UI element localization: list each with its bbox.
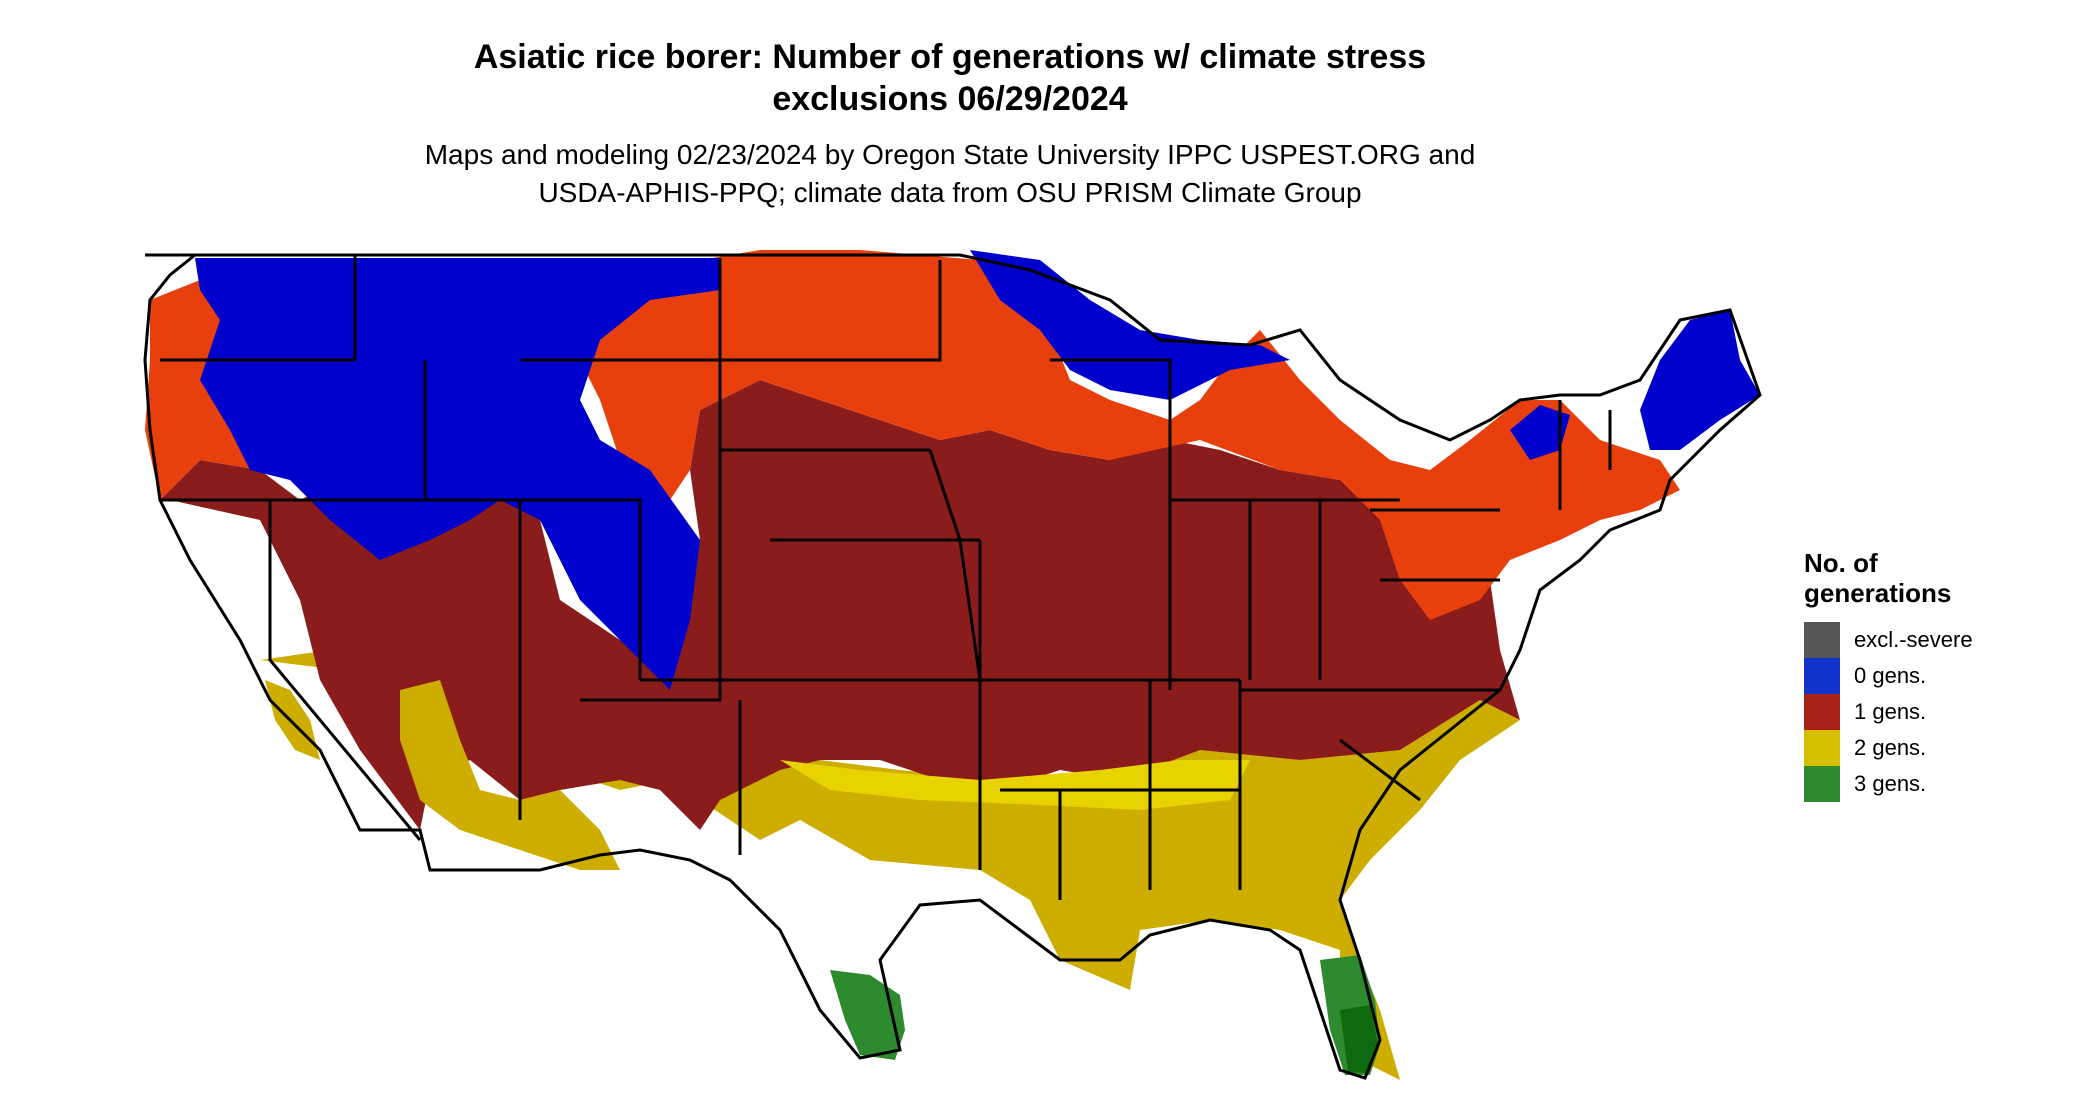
region-three-gens-florida-dark — [1340, 1005, 1378, 1073]
legend-item-0-gens: 0 gens. — [1804, 658, 2064, 694]
legend-label: excl.-severe — [1854, 627, 1973, 652]
legend-title-line-2: generations — [1804, 578, 1952, 608]
legend-swatch — [1804, 622, 1840, 658]
us-outline — [143, 253, 1762, 1080]
legend-list: excl.-severe 0 gens. 1 gens. 2 gens. 3 g… — [1804, 622, 2064, 802]
legend-label: 1 gens. — [1854, 699, 1927, 724]
legend-swatch — [1804, 730, 1840, 766]
state-boundaries — [145, 253, 1612, 900]
region-two-gens-desert — [400, 680, 620, 870]
title-line-1: Asiatic rice borer: Number of generation… — [473, 38, 1427, 76]
legend-label: 0 gens. — [1854, 663, 1927, 688]
region-zero-gens-great-lakes — [970, 250, 1290, 400]
legend-item-excl-severe: excl.-severe — [1804, 622, 2064, 658]
subtitle-line-2: USDA-APHIS-PPQ; climate data from OSU PR… — [538, 177, 1362, 208]
region-two-gens-light — [780, 760, 1250, 810]
region-one-gen-orange-west — [145, 280, 260, 500]
legend-label: 2 gens. — [1854, 735, 1927, 760]
region-zero-gens-west — [195, 258, 720, 690]
legend-item-1-gens: 1 gens. — [1804, 694, 2064, 730]
legend: No. of generations excl.-severe 0 gens. … — [1804, 548, 2064, 802]
map-subtitle: Maps and modeling 02/23/2024 by Oregon S… — [0, 136, 1900, 212]
legend-title: No. of generations — [1804, 548, 2064, 608]
legend-label: 3 gens. — [1854, 771, 1927, 796]
title-line-2: exclusions 06/29/2024 — [772, 80, 1128, 118]
legend-item-2-gens: 2 gens. — [1804, 730, 2064, 766]
region-zero-gens-maine — [1640, 310, 1760, 450]
map-title: Asiatic rice borer: Number of generation… — [0, 36, 1900, 120]
legend-swatch — [1804, 658, 1840, 694]
subtitle-line-1: Maps and modeling 02/23/2024 by Oregon S… — [424, 139, 1476, 170]
region-zero-gens-adirondacks — [1510, 405, 1570, 460]
region-two-gens-california — [265, 680, 320, 760]
legend-swatch — [1804, 694, 1840, 730]
legend-swatch — [1804, 766, 1840, 802]
legend-title-line-1: No. of — [1804, 548, 1878, 578]
legend-item-3-gens: 3 gens. — [1804, 766, 2064, 802]
region-one-gen-orange — [560, 250, 1680, 620]
